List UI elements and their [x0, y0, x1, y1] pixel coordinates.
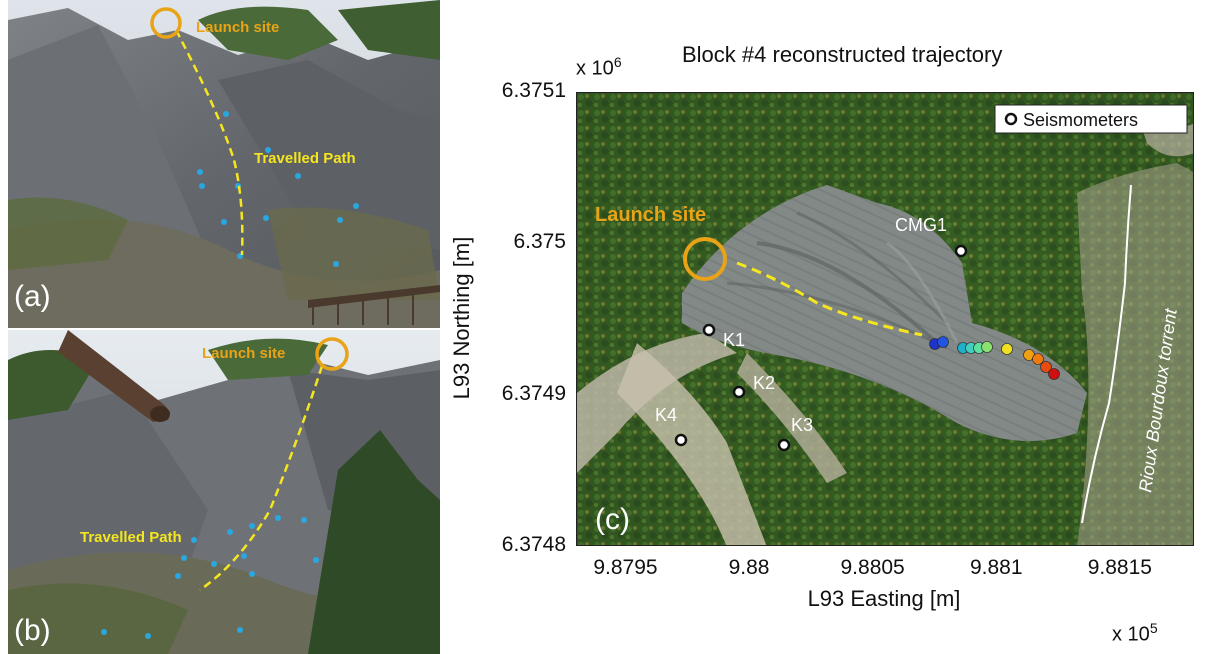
photo-panel-b: Launch site Travelled Path (b) — [8, 330, 440, 654]
x-tick-label: 9.881 — [969, 556, 1023, 579]
station-k4-label: K4 — [655, 405, 677, 425]
photo-panel-a: Launch site Travelled Path (a) — [8, 0, 440, 328]
station-k3-marker — [777, 438, 791, 452]
panel-label-c: (c) — [595, 503, 630, 536]
launch-site-circle-b — [315, 337, 349, 371]
x-tick-label: 9.8815 — [1087, 556, 1152, 579]
y-tick-label: 6.3749 — [501, 381, 566, 405]
y-tick-label: 6.375 — [513, 230, 566, 254]
station-k3-label: K3 — [791, 415, 813, 435]
chart-title: Block #4 reconstructed trajectory — [682, 42, 1003, 67]
x-axis-label: L93 Easting [m] — [807, 586, 961, 611]
station-k1-marker — [702, 323, 716, 337]
panel-label-b: (b) — [14, 614, 51, 647]
station-k2-label: K2 — [753, 373, 775, 393]
legend-label: Seismometers — [1023, 110, 1138, 130]
launch-site-label-a: Launch site — [196, 19, 279, 36]
y-axis-label: L93 Northing [m] — [449, 236, 474, 400]
x-tick-label: 9.8805 — [840, 556, 905, 579]
launch-site-label-b: Launch site — [202, 345, 285, 362]
launch-site-circle-a — [150, 7, 182, 39]
trajectory-point — [937, 336, 949, 348]
panel-label-a: (a) — [14, 280, 51, 313]
y-tick-label: 6.3748 — [501, 533, 566, 556]
x-tick-label: 9.8795 — [593, 556, 658, 579]
trajectory-point — [1032, 353, 1044, 365]
station-k2-marker — [732, 385, 746, 399]
legend: Seismometers — [994, 104, 1188, 134]
trajectory-points — [929, 336, 1060, 380]
trajectory-point — [1001, 343, 1013, 355]
trajectory-point — [1048, 368, 1060, 380]
station-k1-label: K1 — [723, 330, 745, 350]
legend-marker — [1004, 112, 1018, 126]
trajectory-point — [1040, 361, 1052, 373]
y-tick-label: 6.3751 — [501, 79, 566, 102]
map-panel-c: Launch site CMG1 K1 K2 K3 — [576, 92, 1194, 546]
y-axis-exponent: x 106 — [576, 54, 622, 80]
travelled-path-label-b: Travelled Path — [80, 529, 182, 546]
launch-site-circle-c — [683, 237, 727, 281]
travelled-path-label-a: Travelled Path — [254, 150, 356, 167]
launch-site-label-c: Launch site — [595, 204, 706, 226]
x-tick-label: 9.88 — [728, 556, 770, 579]
station-cmg1-marker — [954, 244, 968, 258]
station-cmg1-label: CMG1 — [895, 215, 947, 235]
station-k4-marker — [674, 433, 688, 447]
trajectory-point — [981, 341, 993, 353]
x-axis-exponent: x 105 — [1112, 620, 1158, 646]
